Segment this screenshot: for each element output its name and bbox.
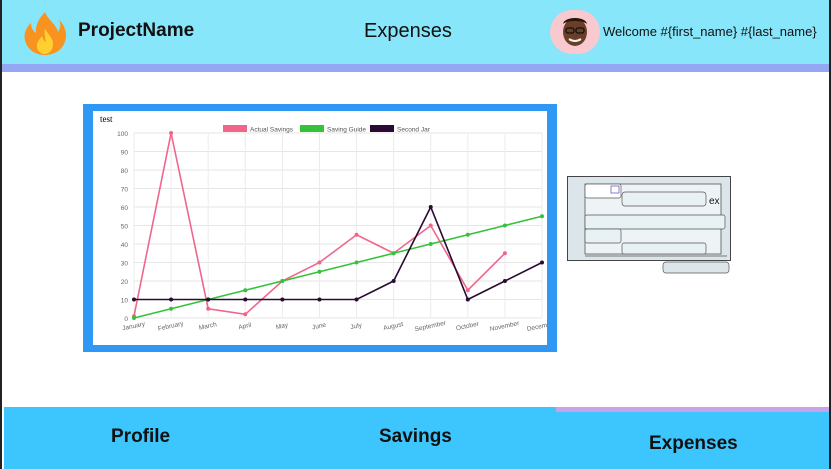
data-point xyxy=(206,297,211,302)
x-tick-label: January xyxy=(122,321,147,333)
x-tick-label: June xyxy=(312,322,328,332)
y-tick-label: 40 xyxy=(121,242,129,249)
x-tick-label: February xyxy=(157,320,185,332)
savings-chart-card: test 0 10 20 30 40 50 60 70 80 90 100 January Februa… xyxy=(83,104,557,352)
data-point xyxy=(280,297,285,302)
data-point xyxy=(354,297,359,302)
data-point xyxy=(428,205,433,209)
data-point xyxy=(502,251,507,256)
x-tick-label: March xyxy=(198,321,217,332)
data-point xyxy=(502,223,507,228)
x-tick-label: October xyxy=(455,321,480,333)
data-point xyxy=(132,297,136,302)
line-chart: 0 10 20 30 40 50 60 70 80 90 100 January February Mar… xyxy=(117,125,547,334)
x-tick-label: August xyxy=(383,321,404,332)
data-point xyxy=(243,297,248,302)
data-point xyxy=(502,279,507,283)
legend-swatch-1 xyxy=(300,125,324,132)
y-tick-label: 90 xyxy=(121,150,129,157)
y-tick-label: 60 xyxy=(121,205,129,212)
data-point xyxy=(317,269,322,274)
avatar[interactable] xyxy=(550,10,600,54)
chart-card-label: test xyxy=(100,114,113,124)
x-tick-label: April xyxy=(238,322,253,332)
header-accent-strip xyxy=(2,64,829,72)
x-tick-label: May xyxy=(275,322,289,332)
fire-icon[interactable] xyxy=(22,10,68,56)
data-point xyxy=(169,306,174,311)
data-point xyxy=(317,297,322,302)
data-point xyxy=(243,288,248,293)
data-point xyxy=(391,251,396,256)
data-point xyxy=(132,316,136,320)
bottom-nav xyxy=(4,407,829,469)
active-tab-indicator xyxy=(556,407,829,412)
data-point xyxy=(391,279,396,283)
legend-label-2: Second Jar xyxy=(397,127,431,134)
broken-widget-placeholder: ex xyxy=(567,176,731,274)
x-tick-label: December xyxy=(526,320,547,333)
window-border-right xyxy=(829,0,831,469)
legend-swatch-0 xyxy=(223,125,247,132)
legend-label-0: Actual Savings xyxy=(250,127,294,134)
nav-expenses[interactable]: Expenses xyxy=(649,433,738,454)
data-point xyxy=(428,223,433,228)
nav-savings[interactable]: Savings xyxy=(379,426,452,447)
data-point xyxy=(169,297,174,302)
data-point xyxy=(280,279,285,283)
top-header xyxy=(2,0,829,64)
y-tick-label: 100 xyxy=(117,131,128,138)
x-tick-label: July xyxy=(350,322,363,331)
data-point xyxy=(465,297,470,302)
y-tick-label: 20 xyxy=(121,279,129,286)
y-tick-label: 80 xyxy=(121,168,129,175)
x-tick-label: November xyxy=(489,320,521,333)
x-tick-label: September xyxy=(414,320,447,334)
data-point xyxy=(206,306,211,311)
data-point xyxy=(465,288,470,293)
window-border-left xyxy=(0,0,2,469)
data-point xyxy=(354,232,359,237)
series-line-1 xyxy=(133,215,543,319)
page-title: Expenses xyxy=(364,20,452,42)
data-point xyxy=(428,242,433,246)
series-line-2 xyxy=(134,205,543,301)
chart-canvas: test 0 10 20 30 40 50 60 70 80 90 100 January Februa… xyxy=(93,111,547,345)
y-tick-label: 10 xyxy=(121,298,129,305)
data-point xyxy=(540,260,544,265)
y-tick-label: 30 xyxy=(121,261,129,268)
data-point xyxy=(243,312,248,317)
y-tick-label: 50 xyxy=(121,224,129,231)
widget-fragment-text: ex xyxy=(709,196,720,207)
legend-label-1: Saving Guide xyxy=(327,127,366,134)
y-tick-label: 70 xyxy=(121,187,129,194)
nav-profile[interactable]: Profile xyxy=(111,426,171,447)
data-point xyxy=(317,260,322,265)
data-point xyxy=(465,232,470,237)
data-point xyxy=(540,214,544,219)
avatar-image xyxy=(563,18,587,46)
y-tick-label: 0 xyxy=(124,316,128,323)
welcome-message: Welcome #{first_name} #{last_name} xyxy=(603,24,817,39)
legend-swatch-2 xyxy=(370,125,394,132)
brand-name[interactable]: ProjectName xyxy=(78,20,195,41)
data-point xyxy=(354,260,359,265)
data-point xyxy=(169,131,174,135)
